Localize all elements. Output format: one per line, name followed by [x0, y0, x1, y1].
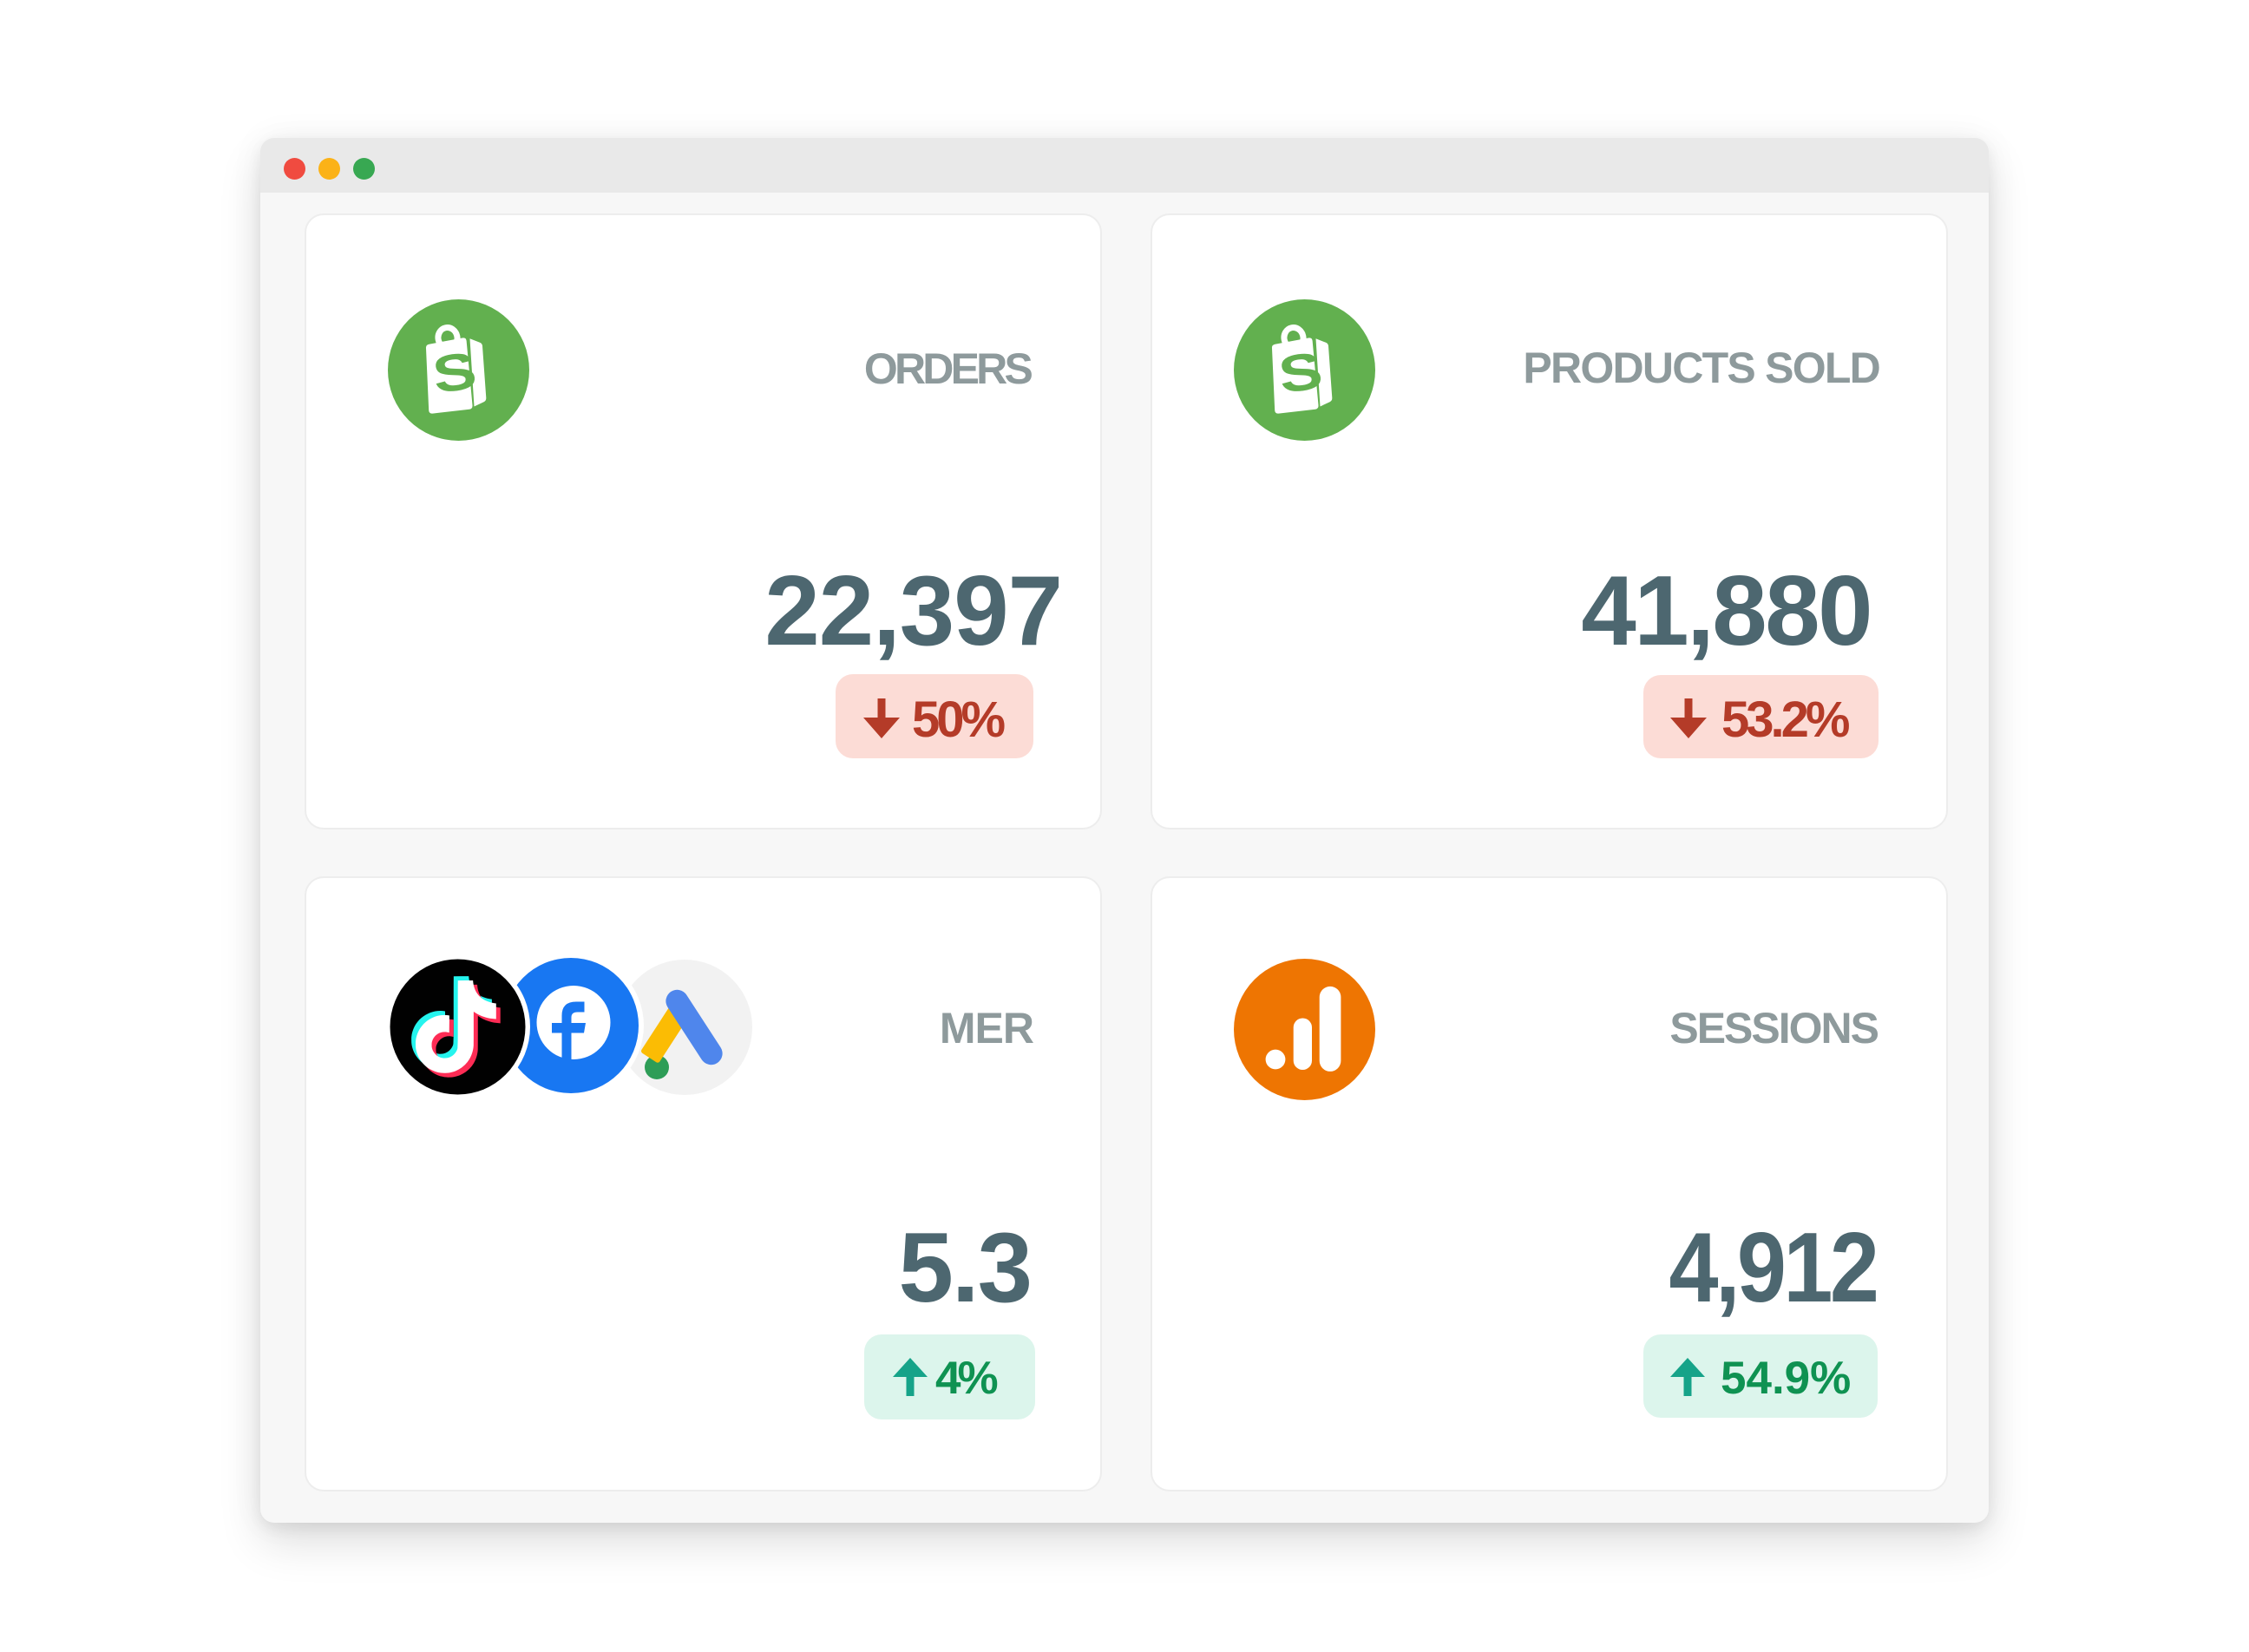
svg-text:S: S: [1275, 341, 1327, 404]
svg-text:S: S: [429, 341, 481, 404]
